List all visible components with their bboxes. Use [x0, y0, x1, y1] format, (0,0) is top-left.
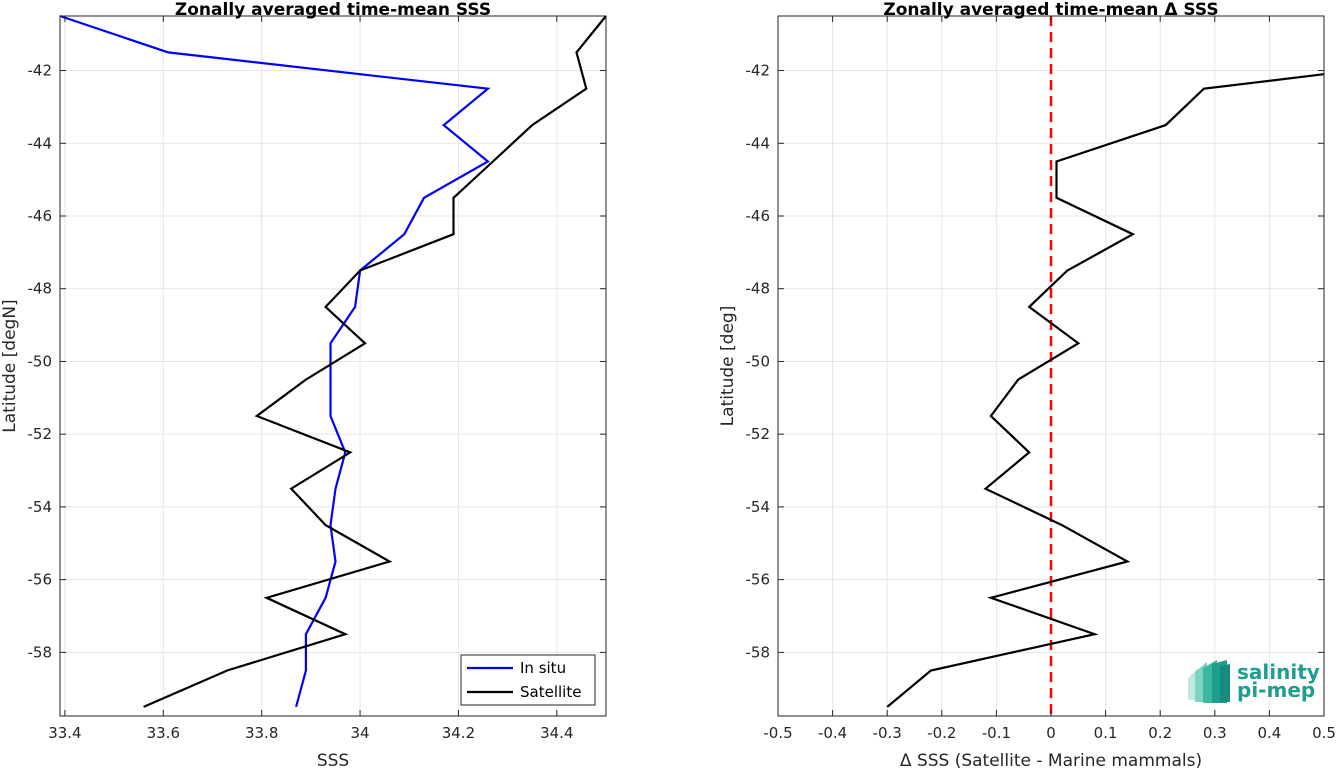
y-tick-label: -46 [28, 207, 53, 225]
x-tick-label: -0.5 [763, 724, 792, 742]
y-tick-label: -42 [746, 62, 771, 80]
y-tick-label: -44 [746, 134, 771, 152]
y-tick-label: -58 [746, 643, 771, 661]
y-tick-label: -52 [28, 425, 53, 443]
y-axis-label: Latitude [degN] [0, 299, 20, 432]
x-tick-label: -0.2 [927, 724, 956, 742]
series-line-satellite [143, 15, 607, 708]
legend-box [460, 654, 596, 706]
salinity-pimep-logo: salinity pi-mep [1188, 660, 1320, 703]
x-tick-label: 0.1 [1094, 724, 1118, 742]
x-tick-label: 0.5 [1312, 724, 1336, 742]
x-tick-label: 34 [351, 724, 370, 742]
y-tick-label: -56 [746, 571, 771, 589]
x-tick-label: 33.8 [245, 724, 278, 742]
legend: In situ Satellite [460, 654, 596, 706]
y-tick-label: -46 [746, 207, 771, 225]
x-tick-label: 0.4 [1257, 724, 1281, 742]
y-tick-label: -44 [28, 134, 53, 152]
y-tick-label: -48 [28, 280, 53, 298]
y-tick-label: -54 [746, 498, 771, 516]
x-tick-label: 0.2 [1148, 724, 1172, 742]
x-tick-label: 33.4 [48, 724, 81, 742]
y-tick-label: -48 [746, 280, 771, 298]
chart-title: Zonally averaged time-mean SSS [175, 0, 491, 20]
x-tick-label: -0.3 [873, 724, 902, 742]
y-tick-label: -52 [746, 425, 771, 443]
y-tick-label: -50 [28, 352, 53, 370]
y-tick-label: -56 [28, 571, 53, 589]
chart-panel-sss: 33.4 33.6 33.8 34 34.2 34.4 -42 -44 -46 -48 -50 -52… [0, 0, 607, 769]
plot-area [60, 16, 606, 716]
y-tick-label: -42 [28, 62, 53, 80]
legend-label: In situ [520, 659, 566, 677]
logo-line1: salinity [1237, 660, 1320, 684]
logo-line2: pi-mep [1237, 678, 1315, 702]
x-tick-label: 34.4 [540, 724, 573, 742]
y-tick-label: -54 [28, 498, 53, 516]
y-tick-label: -58 [28, 643, 53, 661]
x-tick-label: -0.4 [818, 724, 847, 742]
x-tick-label: 0.3 [1203, 724, 1227, 742]
y-axis-label: Latitude [deg] [718, 306, 738, 427]
series-line-delta-sss [886, 73, 1325, 708]
chart-panel-delta-sss: -0.5 -0.4 -0.3 -0.2 -0.1 0 0.1 0.2 0.3 0.4 0.5 -42 -… [718, 0, 1336, 769]
x-tick-label: 33.6 [147, 724, 180, 742]
x-tick-label: -0.1 [982, 724, 1011, 742]
x-axis-label: Δ SSS (Satellite - Marine mammals) [900, 751, 1202, 769]
x-tick-label: 34.2 [442, 724, 475, 742]
chart-title: Zonally averaged time-mean Δ SSS [883, 0, 1218, 20]
x-axis-label: SSS [317, 751, 349, 769]
series-line-in-situ [59, 14, 491, 708]
axes-box [59, 15, 607, 717]
y-tick-label: -50 [746, 352, 771, 370]
x-tick-label: 0 [1046, 724, 1056, 742]
logo-graphic [1188, 660, 1230, 703]
legend-label: Satellite [520, 683, 581, 701]
